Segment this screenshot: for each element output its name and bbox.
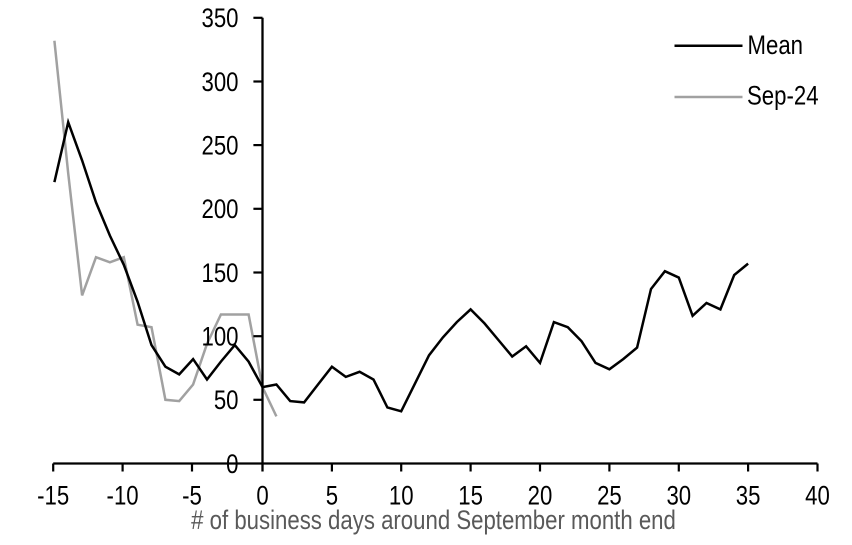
svg-text:25: 25 (597, 482, 622, 511)
svg-text:35: 35 (736, 482, 761, 511)
svg-text:20: 20 (528, 482, 553, 511)
svg-text:40: 40 (805, 482, 830, 511)
svg-text:-10: -10 (107, 482, 139, 511)
svg-text:Mean: Mean (748, 31, 803, 60)
svg-text:300: 300 (201, 68, 238, 97)
svg-text:-5: -5 (182, 482, 202, 511)
svg-text:# of business days around Sept: # of business days around September mont… (191, 506, 676, 535)
svg-text:250: 250 (201, 131, 238, 160)
svg-text:10: 10 (389, 482, 414, 511)
svg-text:100: 100 (201, 323, 238, 352)
svg-text:50: 50 (214, 386, 239, 415)
svg-text:Sep-24: Sep-24 (747, 82, 819, 111)
svg-text:-15: -15 (37, 482, 69, 511)
svg-text:30: 30 (666, 482, 691, 511)
svg-text:5: 5 (326, 482, 338, 511)
svg-text:15: 15 (458, 482, 483, 511)
svg-text:0: 0 (256, 482, 268, 511)
svg-text:200: 200 (201, 195, 238, 224)
svg-text:350: 350 (201, 4, 238, 33)
svg-text:150: 150 (201, 259, 238, 288)
